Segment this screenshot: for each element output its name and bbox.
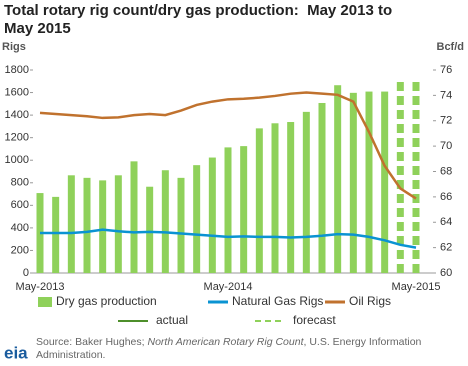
y-tick-label: 1400 — [5, 109, 29, 121]
y2-tick-label: 70 — [440, 140, 452, 152]
y2-tick-label: 68 — [440, 165, 452, 177]
bar — [302, 111, 310, 274]
y-tick-label: 1000 — [5, 154, 29, 166]
source-text: Source: Baker Hughes; — [36, 336, 148, 348]
bar — [52, 196, 60, 273]
bar — [334, 85, 342, 273]
y-axis-label: Rigs — [2, 41, 26, 53]
line — [39, 91, 417, 200]
bar — [271, 123, 279, 273]
legend-label: Dry gas production — [56, 294, 157, 308]
bar — [287, 122, 295, 273]
bar — [177, 177, 185, 273]
bar — [193, 165, 201, 273]
x-tick-label: May-2013 — [16, 281, 65, 293]
bar — [161, 170, 169, 273]
source: Source: Baker Hughes; North American Rot… — [36, 336, 461, 362]
y-tick-label: 200 — [11, 244, 29, 256]
y2-tick-label: 76 — [440, 64, 452, 76]
bar — [208, 157, 216, 273]
legend-label: forecast — [293, 313, 336, 327]
chart-title: Total rotary rig count/dry gas productio… — [4, 2, 397, 37]
bar — [381, 91, 389, 273]
bar — [67, 175, 75, 273]
x-tick-label: May-2015 — [392, 281, 441, 293]
y2-axis-label: Bcf/d — [437, 41, 465, 53]
bar — [114, 175, 122, 273]
bar — [349, 92, 357, 274]
legend-label: Natural Gas Rigs — [232, 294, 323, 308]
bar — [83, 177, 91, 273]
y2-tick-label: 64 — [440, 216, 452, 228]
bar — [130, 161, 138, 273]
y2-tick-label: 60 — [440, 267, 452, 279]
y-tick-label: 800 — [11, 177, 29, 189]
source-text: , U.S. Energy Information Administration… — [36, 336, 422, 361]
line — [40, 228, 417, 249]
bar — [255, 128, 263, 273]
y-tick-label: 1800 — [5, 64, 29, 76]
y-tick-label: 600 — [11, 199, 29, 211]
bar — [146, 186, 154, 273]
legend-swatch — [38, 297, 52, 307]
y-tick-label: 400 — [11, 222, 29, 234]
legend-label: Oil Rigs — [349, 294, 391, 308]
y-tick-label: 0 — [23, 267, 29, 279]
bar — [240, 146, 248, 273]
bar — [224, 147, 232, 273]
x-tick-label: May-2014 — [204, 281, 253, 293]
logo: eia — [4, 343, 28, 362]
y2-tick-label: 62 — [440, 242, 452, 254]
y2-tick-label: 66 — [440, 191, 452, 203]
y2-tick-label: 72 — [440, 115, 452, 127]
legend-label: actual — [156, 313, 188, 327]
bar — [318, 102, 326, 273]
source-title: North American Rotary Rig Count — [147, 336, 304, 348]
y-tick-label: 1200 — [5, 132, 29, 144]
y2-tick-label: 74 — [440, 89, 452, 101]
y-tick-label: 1600 — [5, 86, 29, 98]
bar — [365, 91, 373, 273]
bar — [99, 180, 107, 273]
